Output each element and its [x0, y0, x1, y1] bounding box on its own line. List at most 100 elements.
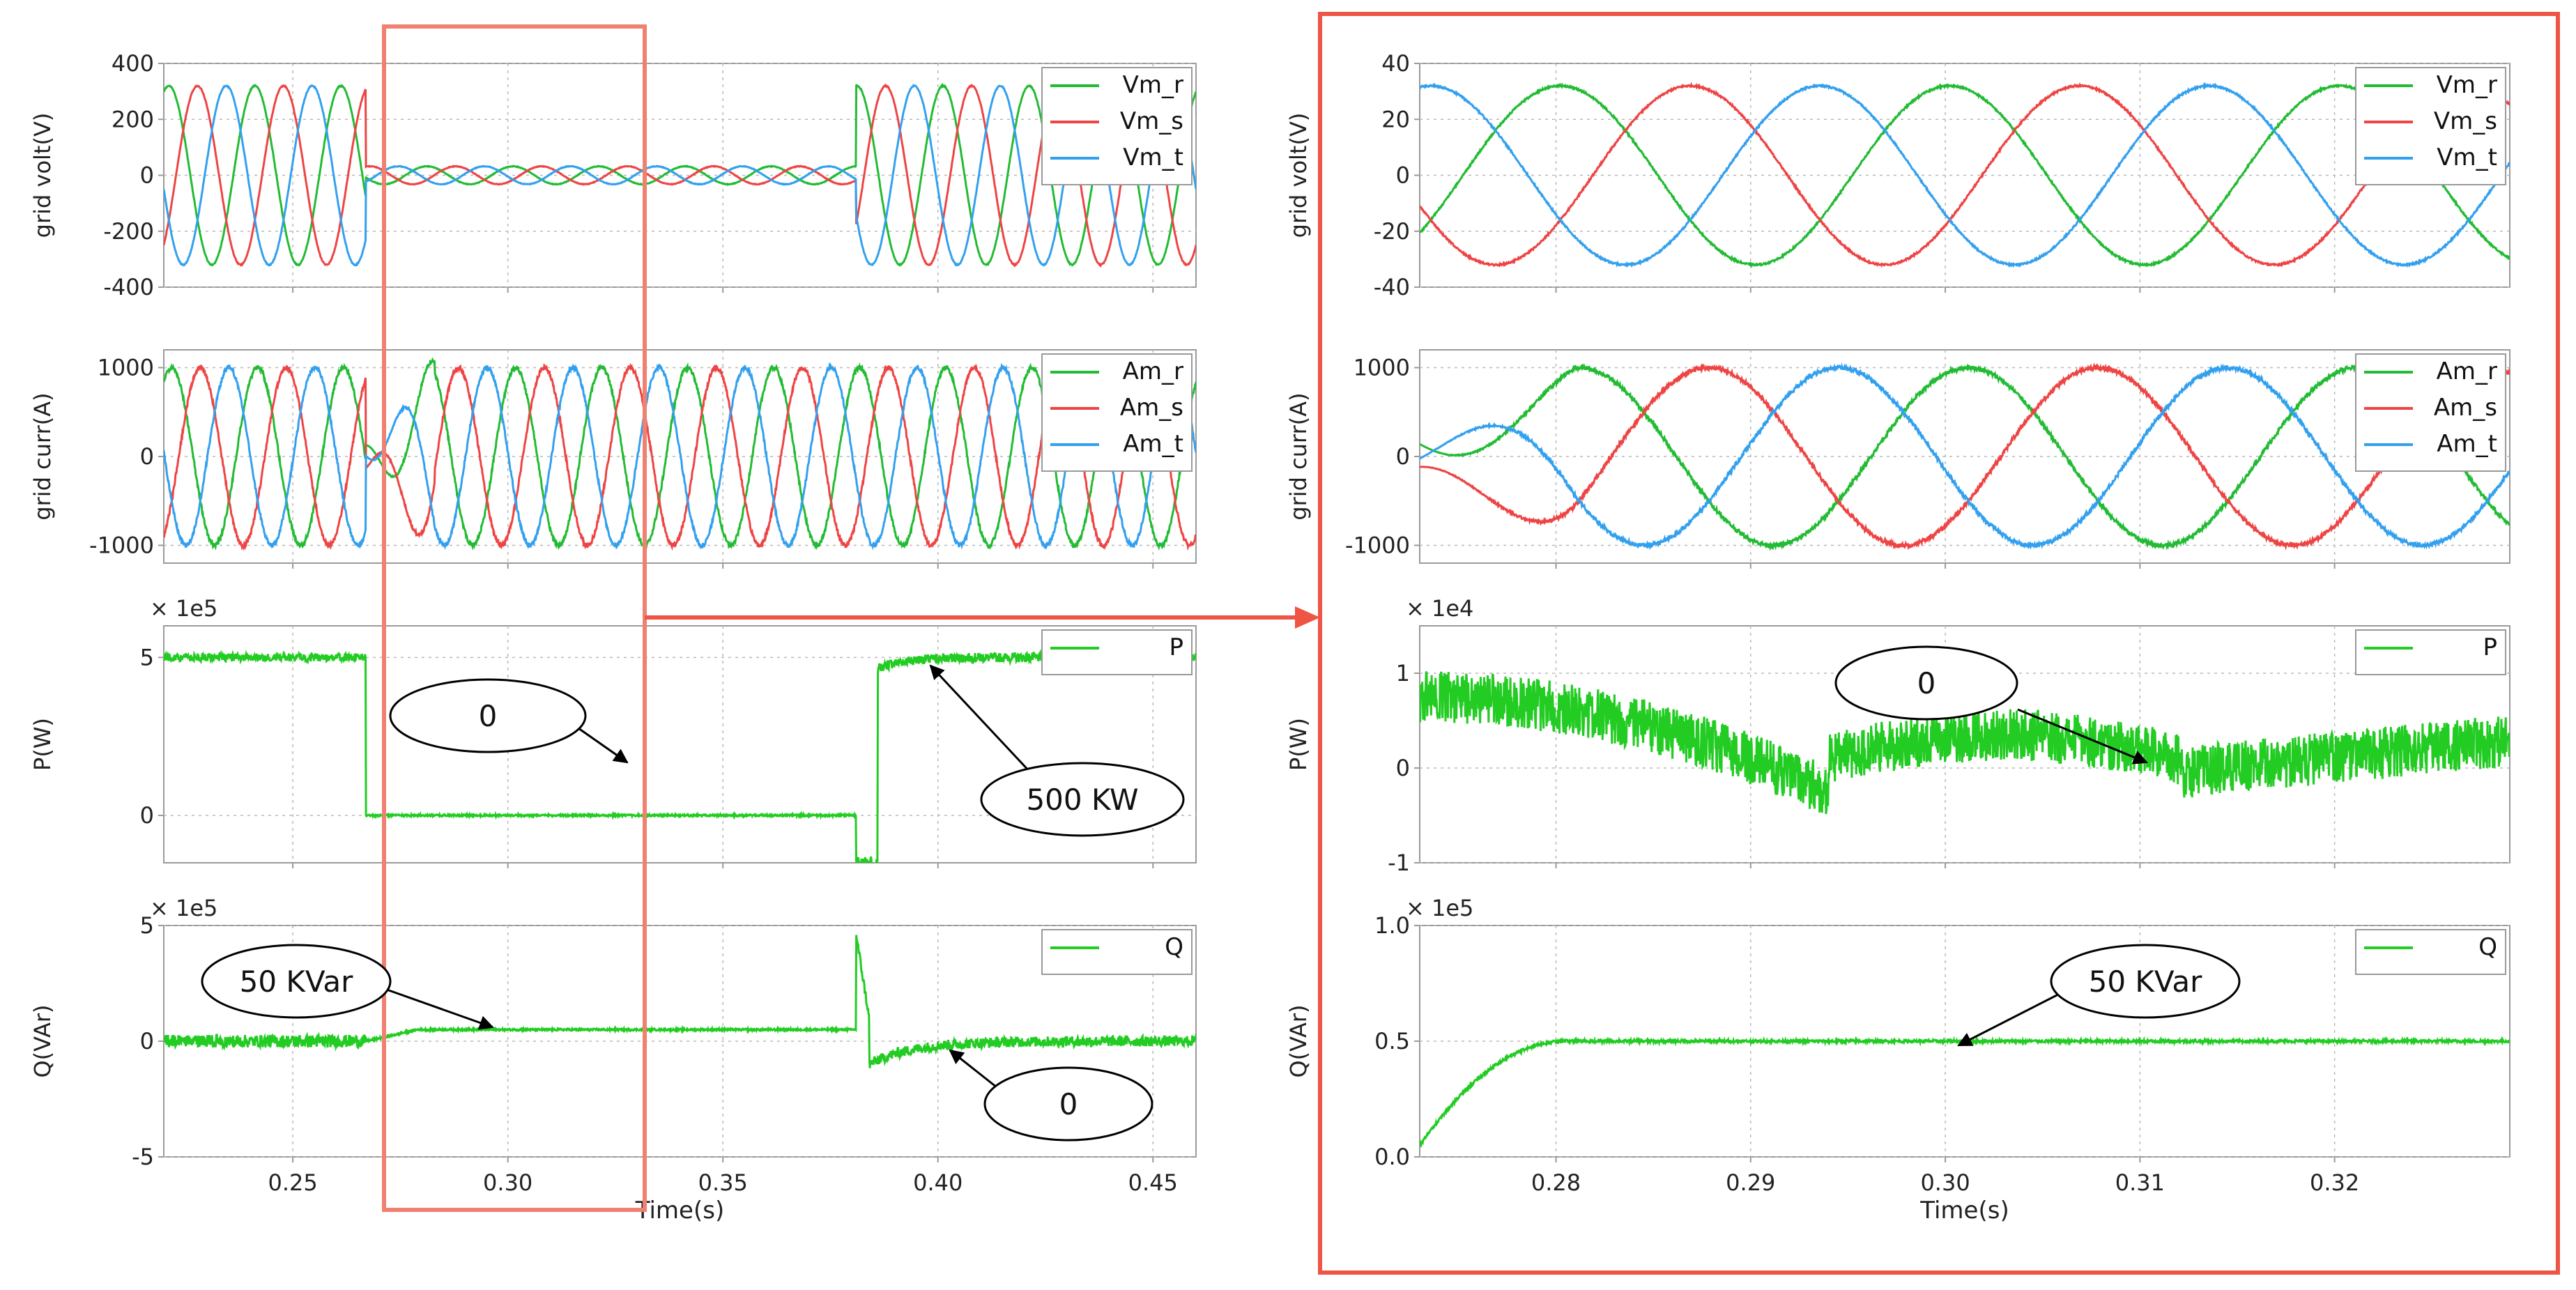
y-tick-label: 0	[1396, 443, 1410, 470]
subplot-q-var-: 0.0 0.5 1.0 Q(VAr) × 1e5 Q	[1285, 895, 2510, 1170]
x-tick-label: 0.32	[2310, 1169, 2359, 1196]
subplot-grid-curr-a-: -1000 0 1000 grid curr(A) Am_r Am_s Am_t	[29, 349, 1197, 569]
legend-label: Am_t	[2437, 430, 2497, 458]
legend: Vm_r Vm_s Vm_t	[1041, 67, 1193, 185]
series-line-vm-s	[164, 83, 1196, 268]
y-tick-label: -20	[1374, 218, 1410, 245]
y-axis-label: P(W)	[29, 718, 56, 771]
legend-label: P	[2483, 634, 2497, 661]
series-line-q	[164, 935, 1196, 1068]
y-multiplier: × 1e5	[1406, 895, 1473, 921]
legend: Q	[2355, 929, 2506, 975]
series-group	[164, 357, 1196, 551]
y-axis-label: grid volt(V)	[1285, 113, 1312, 238]
y-tick-label: 200	[112, 106, 154, 132]
y-multiplier: × 1e5	[150, 895, 217, 921]
legend-label: Vm_r	[1123, 71, 1183, 99]
y-tick-label: -200	[103, 218, 154, 245]
subplot-grid-curr-a-: -1000 0 1000 grid curr(A) Am_r Am_s Am_t	[1285, 349, 2510, 569]
y-multiplier: × 1e5	[150, 595, 217, 622]
y-axis-label: Q(VAr)	[1285, 1004, 1312, 1077]
series-line-p	[1420, 671, 2510, 815]
subplot-p-w-: 0 5 P(W) × 1e5 P	[29, 595, 1197, 868]
y-tick-label: 5	[140, 644, 154, 670]
series-group	[164, 935, 1196, 1068]
callout-arrow	[2017, 708, 2148, 765]
series-line-am-s	[164, 362, 1196, 551]
series-line-am-r	[1420, 362, 2510, 551]
y-axis-label: grid curr(A)	[29, 392, 56, 520]
callout-ellipse	[983, 1066, 1153, 1142]
annotation-q-50kvar-zoom: 50 KVar	[1957, 944, 2241, 1047]
x-axis-label: Time(s)	[1919, 1197, 2009, 1224]
y-tick-label: -400	[103, 274, 154, 300]
x-tick-label: 0.25	[268, 1169, 318, 1196]
y-tick-label: 0	[1396, 755, 1410, 781]
annotation-q-zero: 0	[949, 1049, 1153, 1142]
legend-label: Am_r	[2437, 358, 2497, 385]
legend: Vm_r Vm_s Vm_t	[2355, 67, 2506, 185]
y-tick-label: 0	[140, 162, 154, 189]
annotation-p-500kw: 500 KW	[929, 664, 1185, 837]
y-axis-label: P(W)	[1285, 718, 1312, 771]
y-tick-label: -1000	[89, 532, 154, 559]
x-tick-label: 0.30	[483, 1169, 532, 1196]
series-line-p	[164, 648, 1196, 863]
x-tick-label: 0.40	[913, 1169, 963, 1196]
callout-arrow	[1957, 992, 2060, 1047]
y-tick-label: 0.5	[1374, 1028, 1410, 1054]
y-axis-label: grid volt(V)	[29, 113, 56, 238]
legend: Am_r Am_s Am_t	[1041, 353, 1193, 472]
callout-label: 50 KVar	[240, 965, 354, 999]
series-group	[164, 648, 1196, 863]
series-line-am-r	[164, 357, 1196, 551]
zoom-arrow-head	[1295, 606, 1320, 629]
x-tick-label: 0.35	[698, 1169, 748, 1196]
legend: P	[2355, 629, 2506, 675]
y-tick-label: 0.0	[1374, 1144, 1410, 1170]
zoom-panel-frame	[1318, 12, 2560, 1275]
series-line-am-s	[1420, 362, 2510, 551]
series-line-vm-r	[1420, 82, 2510, 268]
x-tick-label: 0.28	[1531, 1169, 1581, 1196]
callout-arrow	[386, 988, 494, 1030]
x-tick-label: 0.31	[2115, 1169, 2165, 1196]
subplot-p-w-: -1 0 1 P(W) × 1e4 P	[1285, 595, 2510, 876]
x-tick-label: 0.30	[1920, 1169, 1970, 1196]
y-axis-label: Q(VAr)	[29, 1004, 56, 1077]
legend-box	[1041, 929, 1193, 975]
y-tick-label: 0	[140, 443, 154, 470]
series-group	[1420, 82, 2510, 268]
callout-arrow	[949, 1049, 997, 1089]
annotation-p-zero-zoom: 0	[1834, 645, 2148, 765]
callout-ellipse	[201, 944, 392, 1019]
series-group	[164, 82, 1196, 268]
legend-label: P	[1169, 634, 1183, 661]
callout-label: 50 KVar	[2089, 965, 2203, 999]
y-tick-label: 5	[140, 912, 154, 939]
series-group	[1420, 362, 2510, 551]
series-line-vm-t	[1420, 82, 2510, 268]
callout-ellipse	[980, 762, 1185, 837]
legend-box	[2355, 929, 2506, 975]
subplot-grid-volt-v-: -40 -20 0 20 40 grid volt(V) Vm_r Vm_s Vm_t	[1285, 50, 2510, 300]
legend-label: Q	[2478, 933, 2497, 961]
legend-label: Vm_s	[1120, 107, 1183, 135]
legend: Q	[1041, 929, 1193, 975]
callout-ellipse	[389, 678, 587, 753]
y-tick-label: 1.0	[1374, 912, 1410, 939]
y-tick-label: 0	[1396, 162, 1410, 189]
series-line-vm-t	[164, 83, 1196, 267]
legend-label: Vm_s	[2434, 107, 2497, 135]
y-tick-label: -40	[1374, 274, 1410, 300]
series-line-vm-r	[164, 82, 1196, 268]
annotation-q-50kvar: 50 KVar	[201, 944, 494, 1030]
y-tick-label: 400	[112, 50, 154, 77]
legend-box	[1041, 629, 1193, 675]
legend-label: Am_r	[1123, 358, 1183, 385]
subplot-grid-volt-v-: -400 -200 0 200 400 grid volt(V) Vm_r Vm_s Vm_t	[29, 50, 1197, 300]
callout-label: 0	[1059, 1087, 1078, 1121]
